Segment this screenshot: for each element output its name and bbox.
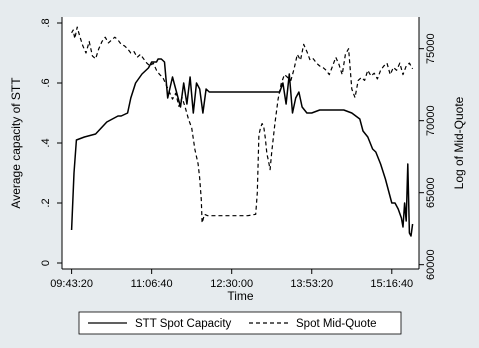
x-tick-label: 13:53:20 <box>290 278 333 290</box>
series-spot-mid-quote <box>71 26 414 224</box>
left-y-axis-label: Average capacity of STT <box>9 77 23 209</box>
series-stt-spot-capacity <box>70 58 414 237</box>
right-tick-label: 75000 <box>425 33 437 64</box>
x-axis: 09:43:20 11:06:40 12:30:00 13:53:20 15:16:40 <box>50 268 419 290</box>
right-y-axis: 60000 65000 70000 75000 <box>418 17 437 280</box>
plot-area <box>62 17 419 269</box>
left-tick-label: .6 <box>40 78 52 87</box>
x-axis-label: Time <box>227 289 254 303</box>
legend-box <box>78 311 402 335</box>
left-y-axis: 0 .2 .4 .6 .8 <box>40 17 63 269</box>
right-tick-label: 70000 <box>425 105 437 136</box>
x-tick-label: 11:06:40 <box>131 278 173 290</box>
x-tick-label: 12:30:00 <box>210 278 253 290</box>
left-tick-label: .4 <box>40 138 52 147</box>
legend-label-stt-capacity: STT Spot Capacity <box>135 318 232 330</box>
series-layer <box>70 26 414 237</box>
left-tick-label: .2 <box>40 198 52 207</box>
left-tick-label: .8 <box>40 18 52 27</box>
left-tick-label: 0 <box>40 260 52 266</box>
right-tick-label: 60000 <box>425 249 437 280</box>
x-tick-label: 15:16:40 <box>370 278 413 290</box>
right-tick-label: 65000 <box>425 177 437 208</box>
x-tick-label: 09:43:20 <box>50 278 93 290</box>
legend-label-mid-quote: Spot Mid-Quote <box>296 318 377 330</box>
legend: STT Spot Capacity Spot Mid-Quote <box>78 311 402 335</box>
right-y-axis-label: Log of Mid-Quote <box>452 96 466 189</box>
